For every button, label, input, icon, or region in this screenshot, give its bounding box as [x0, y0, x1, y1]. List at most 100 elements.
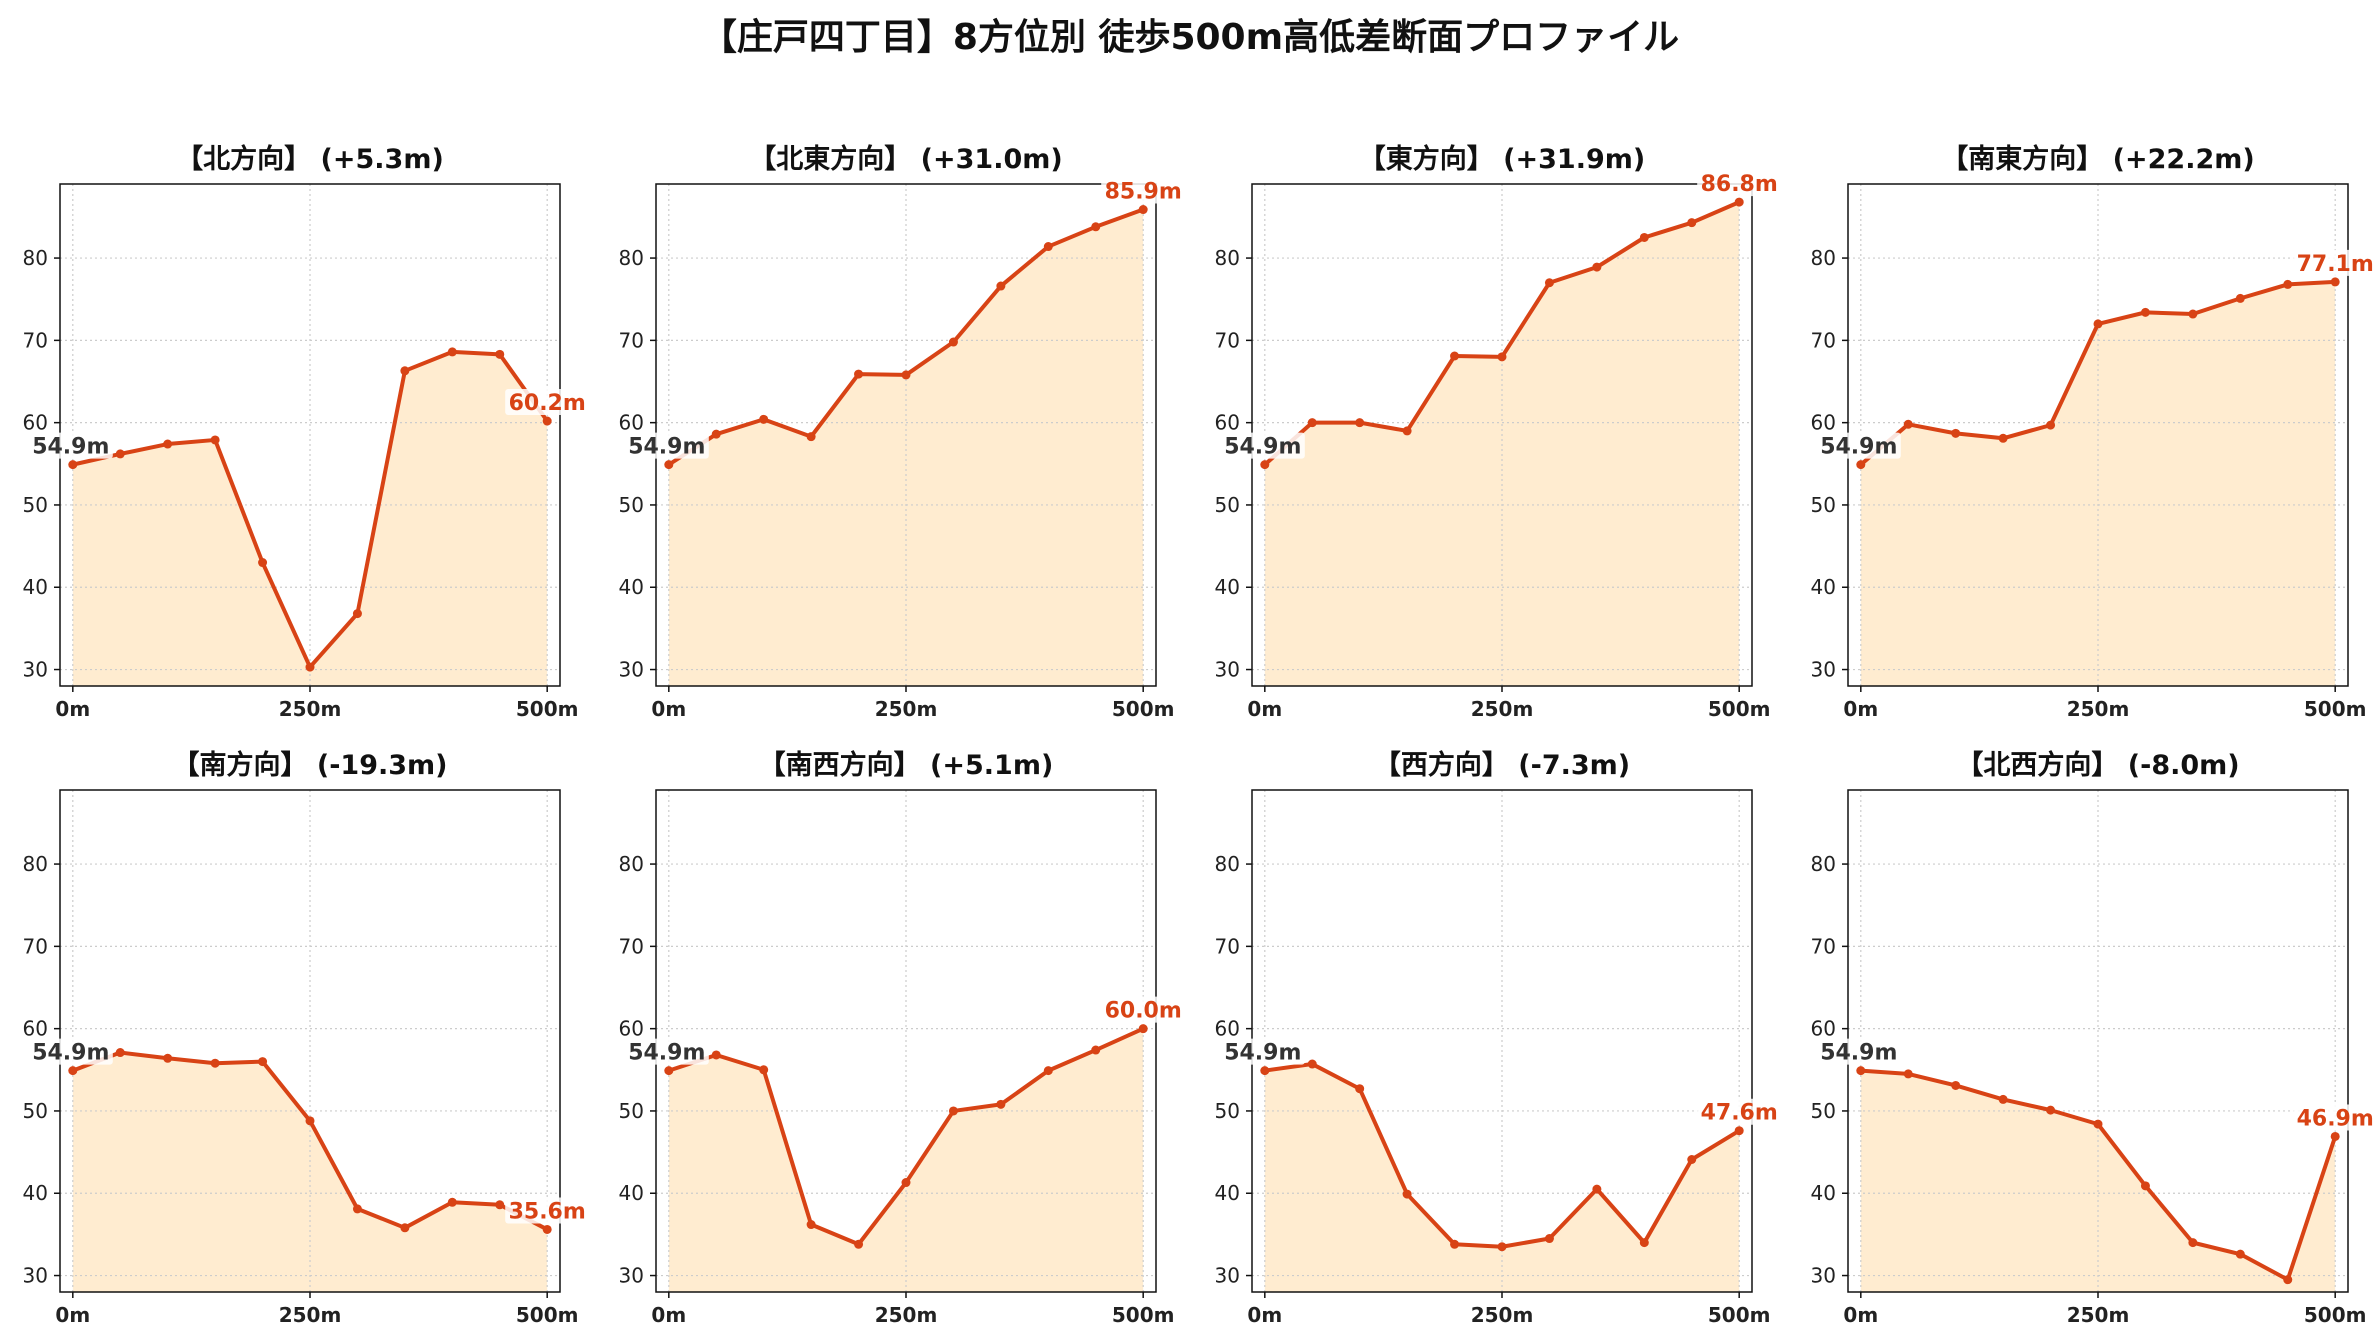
data-point	[948, 1106, 958, 1116]
start-value-label: 54.9m	[1820, 1041, 1897, 1066]
data-point	[1903, 1069, 1913, 1079]
data-point	[1450, 351, 1460, 361]
start-label-bg	[1220, 432, 1305, 459]
y-tick-label: 30	[1811, 1264, 1836, 1288]
area-fill	[1264, 1064, 1740, 1292]
start-label-bg	[1220, 1038, 1305, 1065]
y-tick-label: 30	[1811, 658, 1836, 682]
data-point	[1091, 1045, 1101, 1055]
data-point	[68, 460, 78, 470]
data-point	[2140, 1181, 2150, 1191]
y-tick-label: 50	[619, 493, 644, 517]
x-tick-label: 250m	[279, 697, 342, 721]
data-point	[447, 347, 457, 357]
data-point	[711, 1050, 721, 1060]
chart-title: 【東方向】 (+31.9m)	[1359, 143, 1645, 175]
y-tick-label: 50	[23, 1099, 48, 1123]
x-tick-label: 250m	[279, 1303, 342, 1327]
end-label-bg	[505, 389, 590, 416]
data-point	[901, 370, 911, 380]
data-point	[2093, 319, 2103, 329]
end-label-bg	[1697, 170, 1782, 197]
data-point	[115, 1048, 125, 1058]
data-point	[305, 1116, 315, 1126]
end-value-label: 46.9m	[2297, 1106, 2374, 1131]
data-point	[542, 1224, 552, 1234]
start-value-label: 54.9m	[32, 1041, 109, 1066]
end-value-label: 60.0m	[1105, 999, 1182, 1024]
data-point	[1402, 426, 1412, 436]
data-point	[2235, 1249, 2245, 1259]
data-point	[210, 435, 220, 445]
chart-panel-4: 【南東方向】 (+22.2m) 30 40 50 60 70 80 0m 250m 500m 54.…	[1811, 143, 2378, 721]
y-tick-label: 40	[1811, 575, 1836, 599]
start-label-bg	[1816, 1038, 1901, 1065]
end-value-label: 86.8m	[1701, 172, 1778, 197]
chart-panel-6: 【南西方向】 (+5.1m) 30 40 50 60 70 80 0m 250m 500m 54.9…	[619, 749, 1186, 1327]
data-point	[806, 432, 816, 442]
data-point	[759, 414, 769, 424]
data-point	[1687, 1155, 1697, 1165]
x-tick-label: 0m	[651, 697, 686, 721]
y-tick-label: 70	[619, 934, 644, 958]
data-point	[352, 1204, 362, 1214]
data-point	[2283, 1275, 2293, 1285]
y-tick-label: 50	[1811, 493, 1836, 517]
data-point	[1687, 218, 1697, 228]
y-tick-label: 60	[23, 1017, 48, 1041]
x-tick-label: 250m	[1471, 1303, 1534, 1327]
end-value-label: 47.6m	[1701, 1101, 1778, 1126]
data-point	[210, 1058, 220, 1068]
data-point	[400, 1223, 410, 1233]
y-tick-label: 80	[1811, 246, 1836, 270]
y-tick-label: 30	[1215, 1264, 1240, 1288]
data-point	[1544, 1234, 1554, 1244]
y-tick-label: 80	[1215, 246, 1240, 270]
x-tick-label: 0m	[1843, 697, 1878, 721]
data-point	[2140, 307, 2150, 317]
chart-title: 【西方向】 (-7.3m)	[1374, 749, 1630, 781]
data-point	[2188, 309, 2198, 319]
data-point	[2235, 293, 2245, 303]
x-tick-label: 0m	[55, 697, 90, 721]
data-point	[996, 281, 1006, 291]
y-tick-label: 50	[23, 493, 48, 517]
x-tick-label: 500m	[1112, 1303, 1175, 1327]
chart-panel-3: 【東方向】 (+31.9m) 30 40 50 60 70 80 0m 250m 500m 54.9…	[1215, 143, 1782, 721]
start-label-bg	[1816, 432, 1901, 459]
x-tick-label: 500m	[2304, 697, 2367, 721]
data-point	[1355, 418, 1365, 428]
x-tick-label: 250m	[2067, 697, 2130, 721]
data-point	[2330, 1131, 2340, 1141]
end-value-label: 60.2m	[509, 391, 586, 416]
y-tick-label: 40	[1811, 1181, 1836, 1205]
data-point	[305, 662, 315, 672]
y-tick-label: 30	[23, 1264, 48, 1288]
data-point	[258, 558, 268, 568]
x-tick-label: 500m	[1708, 697, 1771, 721]
data-point	[664, 460, 674, 470]
data-point	[495, 1200, 505, 1210]
y-tick-label: 60	[23, 411, 48, 435]
y-tick-label: 60	[1215, 411, 1240, 435]
start-value-label: 54.9m	[1224, 435, 1301, 460]
area-fill	[72, 1052, 548, 1292]
data-point	[2188, 1238, 2198, 1248]
chart-title: 【南東方向】 (+22.2m)	[1941, 143, 2254, 175]
data-point	[2283, 279, 2293, 289]
data-point	[68, 1066, 78, 1076]
x-tick-label: 500m	[516, 1303, 579, 1327]
data-point	[2046, 1105, 2056, 1115]
data-point	[1592, 1184, 1602, 1194]
start-label-bg	[624, 432, 709, 459]
data-point	[115, 449, 125, 459]
x-tick-label: 500m	[2304, 1303, 2367, 1327]
y-tick-label: 50	[1215, 493, 1240, 517]
x-tick-label: 500m	[1708, 1303, 1771, 1327]
y-tick-label: 60	[619, 1017, 644, 1041]
area-fill	[668, 209, 1144, 686]
data-point	[1856, 460, 1866, 470]
area-fill	[72, 351, 548, 686]
y-tick-label: 30	[23, 658, 48, 682]
data-point	[1138, 205, 1148, 215]
